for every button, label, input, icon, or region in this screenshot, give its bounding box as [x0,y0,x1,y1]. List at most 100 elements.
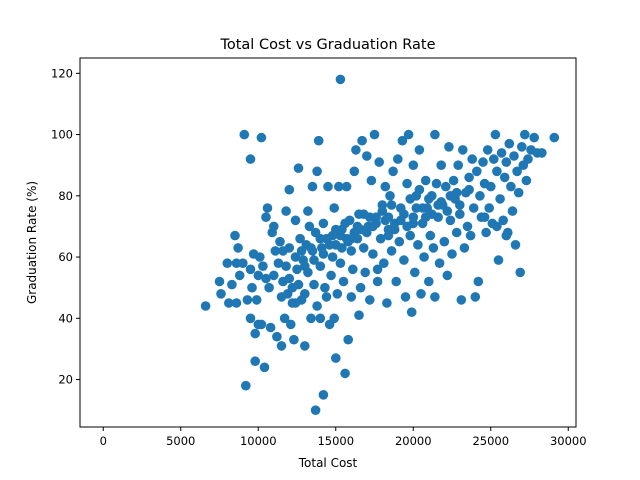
data-point [470,292,481,302]
data-point [251,295,262,305]
data-point [389,224,400,235]
data-point [379,258,389,269]
data-point [279,313,290,324]
data-point [290,252,301,262]
data-point [441,181,451,192]
data-point [372,264,383,275]
data-point [481,227,491,238]
data-point [413,240,423,250]
data-point [340,218,350,229]
data-point [306,243,316,253]
data-point [448,175,459,186]
data-point [284,184,295,195]
data-point [393,154,403,164]
data-point [281,261,291,272]
data-point [320,282,330,293]
data-point [247,282,257,293]
data-point [269,221,279,232]
data-point [368,249,378,259]
data-point [394,236,405,247]
data-point [348,264,358,275]
data-point [351,145,361,155]
x-tick-label: 25000 [472,434,509,448]
data-point [281,206,291,216]
plot-frame [79,57,577,428]
data-point [318,218,329,229]
data-point [230,230,240,241]
data-point [475,191,485,201]
data-point [369,129,380,140]
data-point [447,249,457,259]
data-point [451,187,462,198]
data-point [444,142,454,152]
data-point [513,187,524,198]
data-point [334,181,344,192]
data-point [340,368,350,379]
data-point [383,230,394,241]
x-tick-label: 5000 [166,434,195,448]
data-point [258,261,268,272]
data-point [442,270,453,281]
data-point [290,215,301,226]
data-point [270,246,281,256]
data-point [318,390,329,400]
data-point [275,236,285,247]
data-point [510,240,521,250]
data-point [484,203,495,213]
data-point [380,181,391,192]
data-point [428,243,439,253]
data-point [495,194,505,204]
data-point [262,203,273,213]
data-point [310,405,321,416]
data-point [312,301,322,311]
data-point [265,322,276,333]
data-point [400,292,411,302]
x-tick-label: 0 [100,434,107,448]
y-tick-label: 120 [51,66,73,80]
data-point [338,276,349,287]
data-point [245,313,256,324]
data-point [396,215,406,226]
data-point [416,289,426,299]
data-point [312,166,322,177]
data-point [520,129,530,140]
data-point [355,224,366,235]
data-point [224,298,234,308]
data-point [295,233,305,244]
data-point [391,276,402,287]
data-point [496,148,507,158]
x-tick-label: 10000 [240,434,277,448]
data-point [489,154,499,164]
data-point [523,154,533,164]
data-point [445,215,456,226]
data-point [278,246,288,256]
data-point [501,157,512,167]
data-point [419,252,429,262]
data-point [331,353,341,363]
data-point [289,334,299,345]
data-point [424,194,434,204]
data-point [296,246,307,256]
data-point [318,249,329,259]
data-point [256,132,267,143]
data-point [515,267,525,278]
data-point [365,212,375,222]
data-point [462,221,473,232]
data-point [451,227,462,238]
data-point [506,181,516,192]
data-point [337,243,347,253]
data-point [332,289,343,299]
data-point [456,295,467,305]
data-point [406,307,417,318]
x-axis-ticks: 0 5000 10000 15000 20000 25000 30000 [100,427,587,448]
x-tick-label: 15000 [317,434,354,448]
data-point [216,289,226,299]
data-point [430,292,440,302]
y-axis-label: Graduation Rate (%) [25,181,39,304]
data-point [399,255,409,265]
data-point [362,151,372,161]
data-point [306,313,316,324]
data-point [492,166,502,177]
data-point [499,172,510,183]
